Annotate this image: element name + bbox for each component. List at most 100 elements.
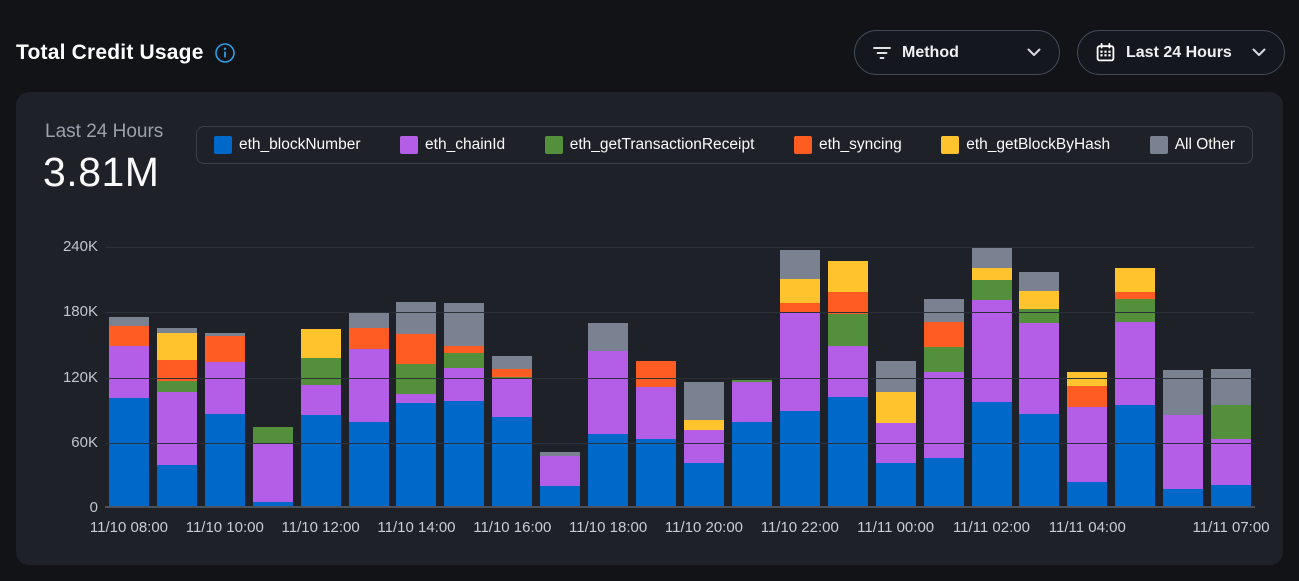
bar-11-10-17-00[interactable]: [540, 451, 581, 506]
segment-eth-chainid: [779, 312, 820, 412]
bar-11-10-20-00[interactable]: [684, 382, 725, 506]
x-tick-label: 11/10 14:00: [377, 519, 456, 536]
bar-11-10-12-00[interactable]: [300, 328, 341, 506]
bar-slot: [1159, 247, 1207, 506]
segment-eth-blocknumber: [923, 458, 964, 506]
plot-area: [105, 247, 1255, 508]
segment-eth-getblockbyhash: [827, 261, 868, 292]
time-range-dropdown[interactable]: Last 24 Hours: [1077, 30, 1285, 75]
x-tick-label: 11/11 04:00: [1048, 519, 1126, 536]
segment-eth-chainid: [252, 444, 293, 502]
legend-swatch-eth-gettransactionreceipt: [544, 136, 563, 154]
segment-eth-syncing: [1115, 291, 1156, 300]
bar-11-10-22-00[interactable]: [779, 250, 820, 506]
bar-11-10-19-00[interactable]: [636, 361, 677, 506]
x-tick-label: 11/10 20:00: [664, 519, 744, 536]
summary-period-label: Last 24 Hours: [45, 121, 164, 142]
summary-total-value: 3.81M: [43, 149, 160, 195]
legend-item-eth-syncing[interactable]: eth_syncing: [793, 136, 902, 154]
segment-all-other: [348, 312, 389, 328]
bar-11-10-14-00[interactable]: [396, 301, 437, 506]
segment-eth-chainid: [204, 362, 245, 414]
legend-label: All Other: [1174, 136, 1235, 153]
legend-item-eth-blocknumber[interactable]: eth_blockNumber: [214, 136, 360, 154]
bar-11-11-06-00[interactable]: [1163, 370, 1204, 506]
gridline-240K: [105, 247, 1255, 248]
bar-11-10-11-00[interactable]: [252, 426, 293, 506]
bar-11-10-10-00[interactable]: [204, 333, 245, 506]
segment-eth-gettransactionreceipt: [1115, 299, 1156, 323]
legend-label: eth_getTransactionReceipt: [569, 136, 755, 153]
segment-eth-gettransactionreceipt: [396, 363, 437, 394]
segment-eth-blocknumber: [1019, 413, 1060, 506]
segment-eth-chainid: [588, 350, 629, 435]
segment-eth-blocknumber: [108, 398, 149, 506]
segment-eth-chainid: [396, 394, 437, 403]
legend-item-eth-chainid[interactable]: eth_chainId: [400, 136, 505, 154]
x-tick-label: 11/10 08:00: [89, 519, 169, 536]
bar-slot: [249, 247, 297, 506]
bar-slot: [728, 247, 776, 506]
segment-all-other: [444, 302, 485, 347]
chevron-down-icon: [1252, 48, 1266, 57]
bar-slot: [824, 247, 872, 506]
segment-eth-gettransactionreceipt: [300, 358, 341, 386]
segment-eth-chainid: [1067, 407, 1108, 483]
bar-11-10-16-00[interactable]: [492, 355, 533, 506]
segment-eth-chainid: [1019, 323, 1060, 414]
method-filter-dropdown[interactable]: Method: [854, 30, 1060, 75]
gridline-180K: [105, 312, 1255, 314]
bar-11-11-07-00[interactable]: [1211, 369, 1252, 506]
info-icon[interactable]: [214, 42, 236, 64]
page-title: Total Credit Usage: [16, 40, 204, 64]
bar-11-11-04-00[interactable]: [1067, 372, 1108, 506]
segment-eth-blocknumber: [588, 434, 629, 506]
segment-eth-gettransactionreceipt: [827, 313, 868, 347]
x-tick-label: 11/10 18:00: [569, 519, 648, 536]
bar-11-11-02-00[interactable]: [971, 247, 1012, 506]
legend-item-eth-gettransactionreceipt[interactable]: eth_getTransactionReceipt: [544, 136, 755, 154]
bar-11-10-13-00[interactable]: [348, 312, 389, 506]
segment-eth-syncing: [1067, 386, 1108, 408]
bar-11-10-23-00[interactable]: [827, 261, 868, 506]
bar-11-10-08-00[interactable]: [108, 316, 149, 506]
bar-11-11-00-00[interactable]: [875, 361, 916, 506]
segment-eth-gettransactionreceipt: [1211, 404, 1252, 439]
bar-11-10-18-00[interactable]: [588, 323, 629, 506]
bar-slot: [776, 247, 824, 506]
bar-11-11-01-00[interactable]: [923, 299, 964, 506]
segment-all-other: [540, 451, 581, 456]
segment-eth-blocknumber: [684, 462, 725, 506]
segment-all-other: [156, 327, 197, 334]
segment-eth-chainid: [731, 382, 772, 423]
legend-swatch-eth-blocknumber: [214, 136, 232, 154]
bar-11-10-15-00[interactable]: [444, 302, 485, 506]
legend-item-all-other[interactable]: All Other: [1149, 136, 1235, 154]
segment-eth-blocknumber: [1115, 404, 1156, 506]
bar-slot: [345, 247, 393, 506]
method-dropdown-label: Method: [902, 43, 959, 61]
bar-slot: [968, 247, 1016, 506]
segment-eth-gettransactionreceipt: [971, 279, 1012, 301]
bar-11-10-21-00[interactable]: [731, 379, 772, 506]
bar-11-11-03-00[interactable]: [1019, 272, 1060, 506]
segment-eth-blocknumber: [540, 486, 581, 506]
bar-11-11-05-00[interactable]: [1115, 267, 1156, 506]
segment-eth-syncing: [492, 368, 533, 377]
segment-eth-blocknumber: [1163, 488, 1204, 506]
filter-icon: [873, 45, 891, 61]
legend-label: eth_syncing: [818, 136, 902, 153]
segment-eth-syncing: [396, 334, 437, 364]
segment-all-other: [1211, 369, 1252, 405]
segment-eth-blocknumber: [396, 402, 437, 506]
time-range-dropdown-label: Last 24 Hours: [1126, 43, 1232, 61]
segment-eth-getblockbyhash: [300, 328, 341, 359]
bar-11-10-09-00[interactable]: [156, 327, 197, 506]
segment-eth-chainid: [540, 456, 581, 487]
bar-slot: [105, 247, 153, 506]
segment-eth-blocknumber: [204, 413, 245, 506]
segment-all-other: [875, 361, 916, 392]
segment-eth-blocknumber: [875, 462, 916, 506]
legend-item-eth-getblockbyhash[interactable]: eth_getBlockByHash: [941, 136, 1110, 154]
segment-all-other: [588, 323, 629, 351]
